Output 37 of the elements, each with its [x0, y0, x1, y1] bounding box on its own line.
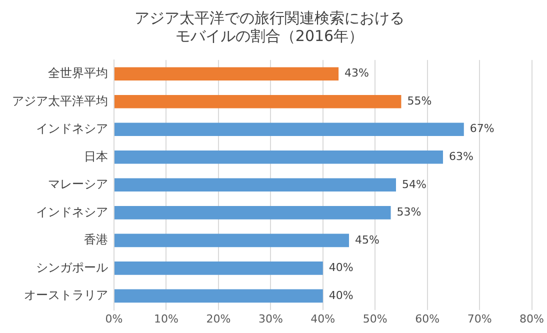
data-label: 43% [344, 66, 370, 80]
bar [114, 122, 464, 136]
y-tick-label: オーストラリア [24, 288, 108, 302]
y-tick-label: 全世界平均 [48, 66, 108, 80]
chart-title: アジア太平洋での旅行関連検索におけるモバイルの割合（2016年） [134, 8, 404, 45]
y-tick-label: 香港 [84, 232, 108, 247]
bar [114, 178, 396, 192]
data-label: 40% [328, 288, 354, 302]
y-tick-label: 日本 [84, 149, 108, 164]
bar [114, 234, 349, 248]
bar [114, 94, 402, 108]
data-label: 45% [355, 233, 380, 246]
bar [114, 67, 339, 81]
bar [114, 262, 323, 275]
x-tick-label: 0% [105, 312, 123, 326]
y-tick-label: インドネシア [36, 204, 108, 219]
y-tick-label: インドネシア [36, 122, 108, 136]
data-label: 55% [407, 94, 432, 108]
x-tick-label: 50% [362, 312, 388, 326]
data-label: 67% [470, 122, 494, 136]
bar [114, 206, 391, 220]
data-label: 54% [402, 178, 426, 191]
x-tick-label: 60% [415, 312, 440, 326]
x-tick-label: 10% [154, 312, 178, 326]
x-tick-label: 80% [520, 312, 544, 326]
data-label: 63% [449, 150, 474, 164]
bar [114, 289, 323, 303]
bar [114, 150, 443, 164]
x-tick-label: 40% [310, 312, 336, 326]
x-tick-label: 20% [206, 312, 231, 326]
y-tick-label: マレーシア [48, 177, 108, 192]
x-tick-label: 30% [258, 312, 283, 326]
data-label: 40% [328, 261, 354, 274]
y-tick-label: シンガポール [36, 260, 108, 274]
data-label: 53% [396, 206, 422, 219]
x-tick-label: 70% [467, 312, 492, 326]
y-tick-label: アジア太平洋平均 [12, 94, 108, 108]
